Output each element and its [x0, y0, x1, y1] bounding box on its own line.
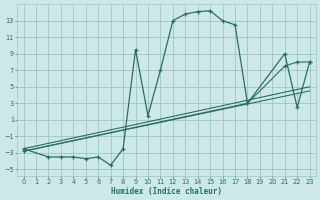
X-axis label: Humidex (Indice chaleur): Humidex (Indice chaleur)	[111, 187, 222, 196]
